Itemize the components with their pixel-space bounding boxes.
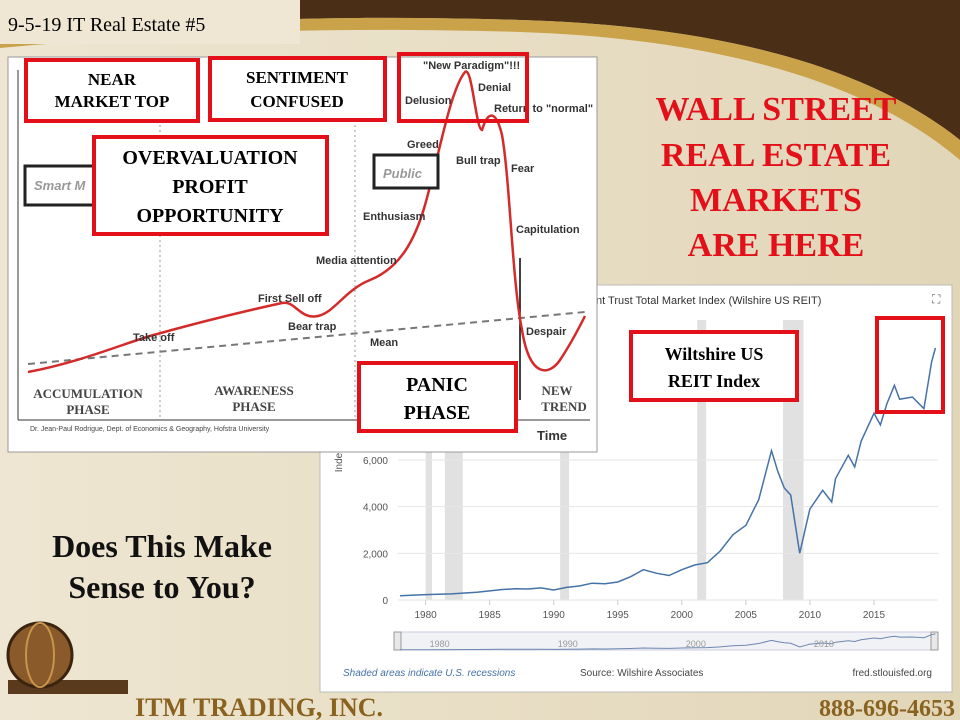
x-tick-label: 1990 xyxy=(543,610,566,621)
callout-fill xyxy=(212,60,383,118)
mean-line xyxy=(27,311,586,365)
highlight-box xyxy=(875,316,945,414)
headline: WALL STREET REAL ESTATE MARKETS ARE HERE xyxy=(656,91,897,264)
callout-text: PANIC xyxy=(406,374,468,396)
callout-fill xyxy=(633,334,795,398)
navigator-tick-label: 2010 xyxy=(814,639,834,649)
x-tick-label: 2015 xyxy=(863,610,886,621)
headline-line: REAL ESTATE xyxy=(661,137,891,174)
x-tick-label: 1995 xyxy=(607,610,630,621)
logo-meridian xyxy=(25,622,55,688)
stage-label: Delusion xyxy=(405,95,452,107)
stage-label: Mean xyxy=(370,337,398,349)
stage-label: Bear trap xyxy=(288,321,337,333)
y-tick-label: 6,000 xyxy=(363,456,388,467)
phase-label: NEW xyxy=(541,383,572,398)
headline-line: WALL STREET xyxy=(656,91,897,128)
y-axis-label: Index xyxy=(334,448,345,472)
callout-text: NEAR xyxy=(88,70,137,89)
headline-line: MARKETS xyxy=(690,182,862,219)
credit: Dr. Jean-Paul Rodrigue, Dept. of Economi… xyxy=(30,426,270,433)
callout-text: OVERVALUATION xyxy=(122,147,298,169)
question-line: Sense to You? xyxy=(68,569,255,605)
stage-label: Greed xyxy=(407,139,439,151)
navigator-handle[interactable] xyxy=(393,631,402,651)
phone: 888-696-4653 xyxy=(819,696,955,720)
fullscreen-icon[interactable]: ⛶ xyxy=(931,292,941,306)
callouts xyxy=(24,52,945,433)
callout-fill xyxy=(361,365,514,429)
slide-label: 9-5-19 IT Real Estate #5 xyxy=(8,14,205,36)
callout-box xyxy=(629,330,799,402)
stage-label: Capitulation xyxy=(516,224,580,236)
callout-text: OPPORTUNITY xyxy=(136,205,284,227)
navigator-line xyxy=(400,633,936,651)
callout-box xyxy=(357,361,518,433)
label-area xyxy=(0,0,300,44)
x-tick-label: 2010 xyxy=(799,610,822,621)
stage-label: Despair xyxy=(526,326,567,338)
navigator-tick-label: 1990 xyxy=(558,639,578,649)
stage-label: "New Paradigm"!!! xyxy=(423,60,520,72)
stage-label: Return to "normal" xyxy=(494,103,593,115)
logo-globe xyxy=(6,621,74,689)
phase-label: ACCUMULATION xyxy=(33,386,143,401)
navigator-tick-label: 2000 xyxy=(686,639,706,649)
callout-box xyxy=(397,52,529,123)
time-label: Time xyxy=(537,428,567,443)
phase-label: PHASE xyxy=(66,402,109,417)
smart-money-box xyxy=(23,164,102,207)
y-tick-label: 4,000 xyxy=(363,503,388,514)
navigator-tick-label: 1980 xyxy=(430,639,450,649)
stage-label: Take off xyxy=(133,332,175,344)
callout-text: SENTIMENT xyxy=(246,68,349,87)
stage-label: Fear xyxy=(511,163,535,175)
callout-box xyxy=(24,58,200,123)
x-tick-label: 1985 xyxy=(479,610,502,621)
gold-swoosh xyxy=(0,17,960,160)
y-tick-label: 0 xyxy=(382,596,388,607)
x-tick-label: 2000 xyxy=(671,610,694,621)
stage-label: Denial xyxy=(478,82,511,94)
callout-text: CONFUSED xyxy=(250,92,344,111)
site-note: fred.stlouisfed.org xyxy=(853,668,933,679)
public-box xyxy=(372,153,440,190)
stage-label: Media attention xyxy=(316,255,397,267)
callout-text: PROFIT xyxy=(172,176,248,198)
phase-label: PHASE xyxy=(232,399,275,414)
top-band xyxy=(0,0,960,140)
recession-note: Shaded areas indicate U.S. recessions xyxy=(343,668,515,679)
source-note: Source: Wilshire Associates xyxy=(580,668,703,679)
headline-line: ARE HERE xyxy=(688,227,865,264)
callout-box xyxy=(92,135,329,236)
chart-title: nt Trust Total Market Index (Wilshire US… xyxy=(596,295,821,307)
stage-label: Bull trap xyxy=(456,155,501,167)
bubble-curve xyxy=(27,70,587,374)
navigator-handle[interactable] xyxy=(930,631,939,651)
x-tick-label: 1980 xyxy=(414,610,437,621)
callout-text: PHASE xyxy=(404,402,471,424)
smart-money-label: Smart M xyxy=(34,178,86,193)
globe-logo xyxy=(6,621,128,694)
callout-fill xyxy=(96,139,325,232)
callout-box xyxy=(208,56,387,122)
company-name: ITM TRADING, INC. xyxy=(135,693,383,720)
y-tick-label: 2,000 xyxy=(363,549,388,560)
callout-text: MARKET TOP xyxy=(55,92,170,111)
callout-text: Wiltshire US xyxy=(665,344,764,364)
data-line xyxy=(399,347,937,597)
stage-label: Enthusiasm xyxy=(363,211,426,223)
x-tick-label: 2005 xyxy=(735,610,758,621)
phase-label: AWARENESS xyxy=(214,383,293,398)
callout-fill xyxy=(28,62,196,119)
callout-text: REIT Index xyxy=(668,371,760,391)
public-label: Public xyxy=(383,166,423,181)
question-line: Does This Make xyxy=(52,528,272,564)
stage-label: First Sell off xyxy=(258,293,322,305)
phase-label: TREND xyxy=(541,399,587,414)
